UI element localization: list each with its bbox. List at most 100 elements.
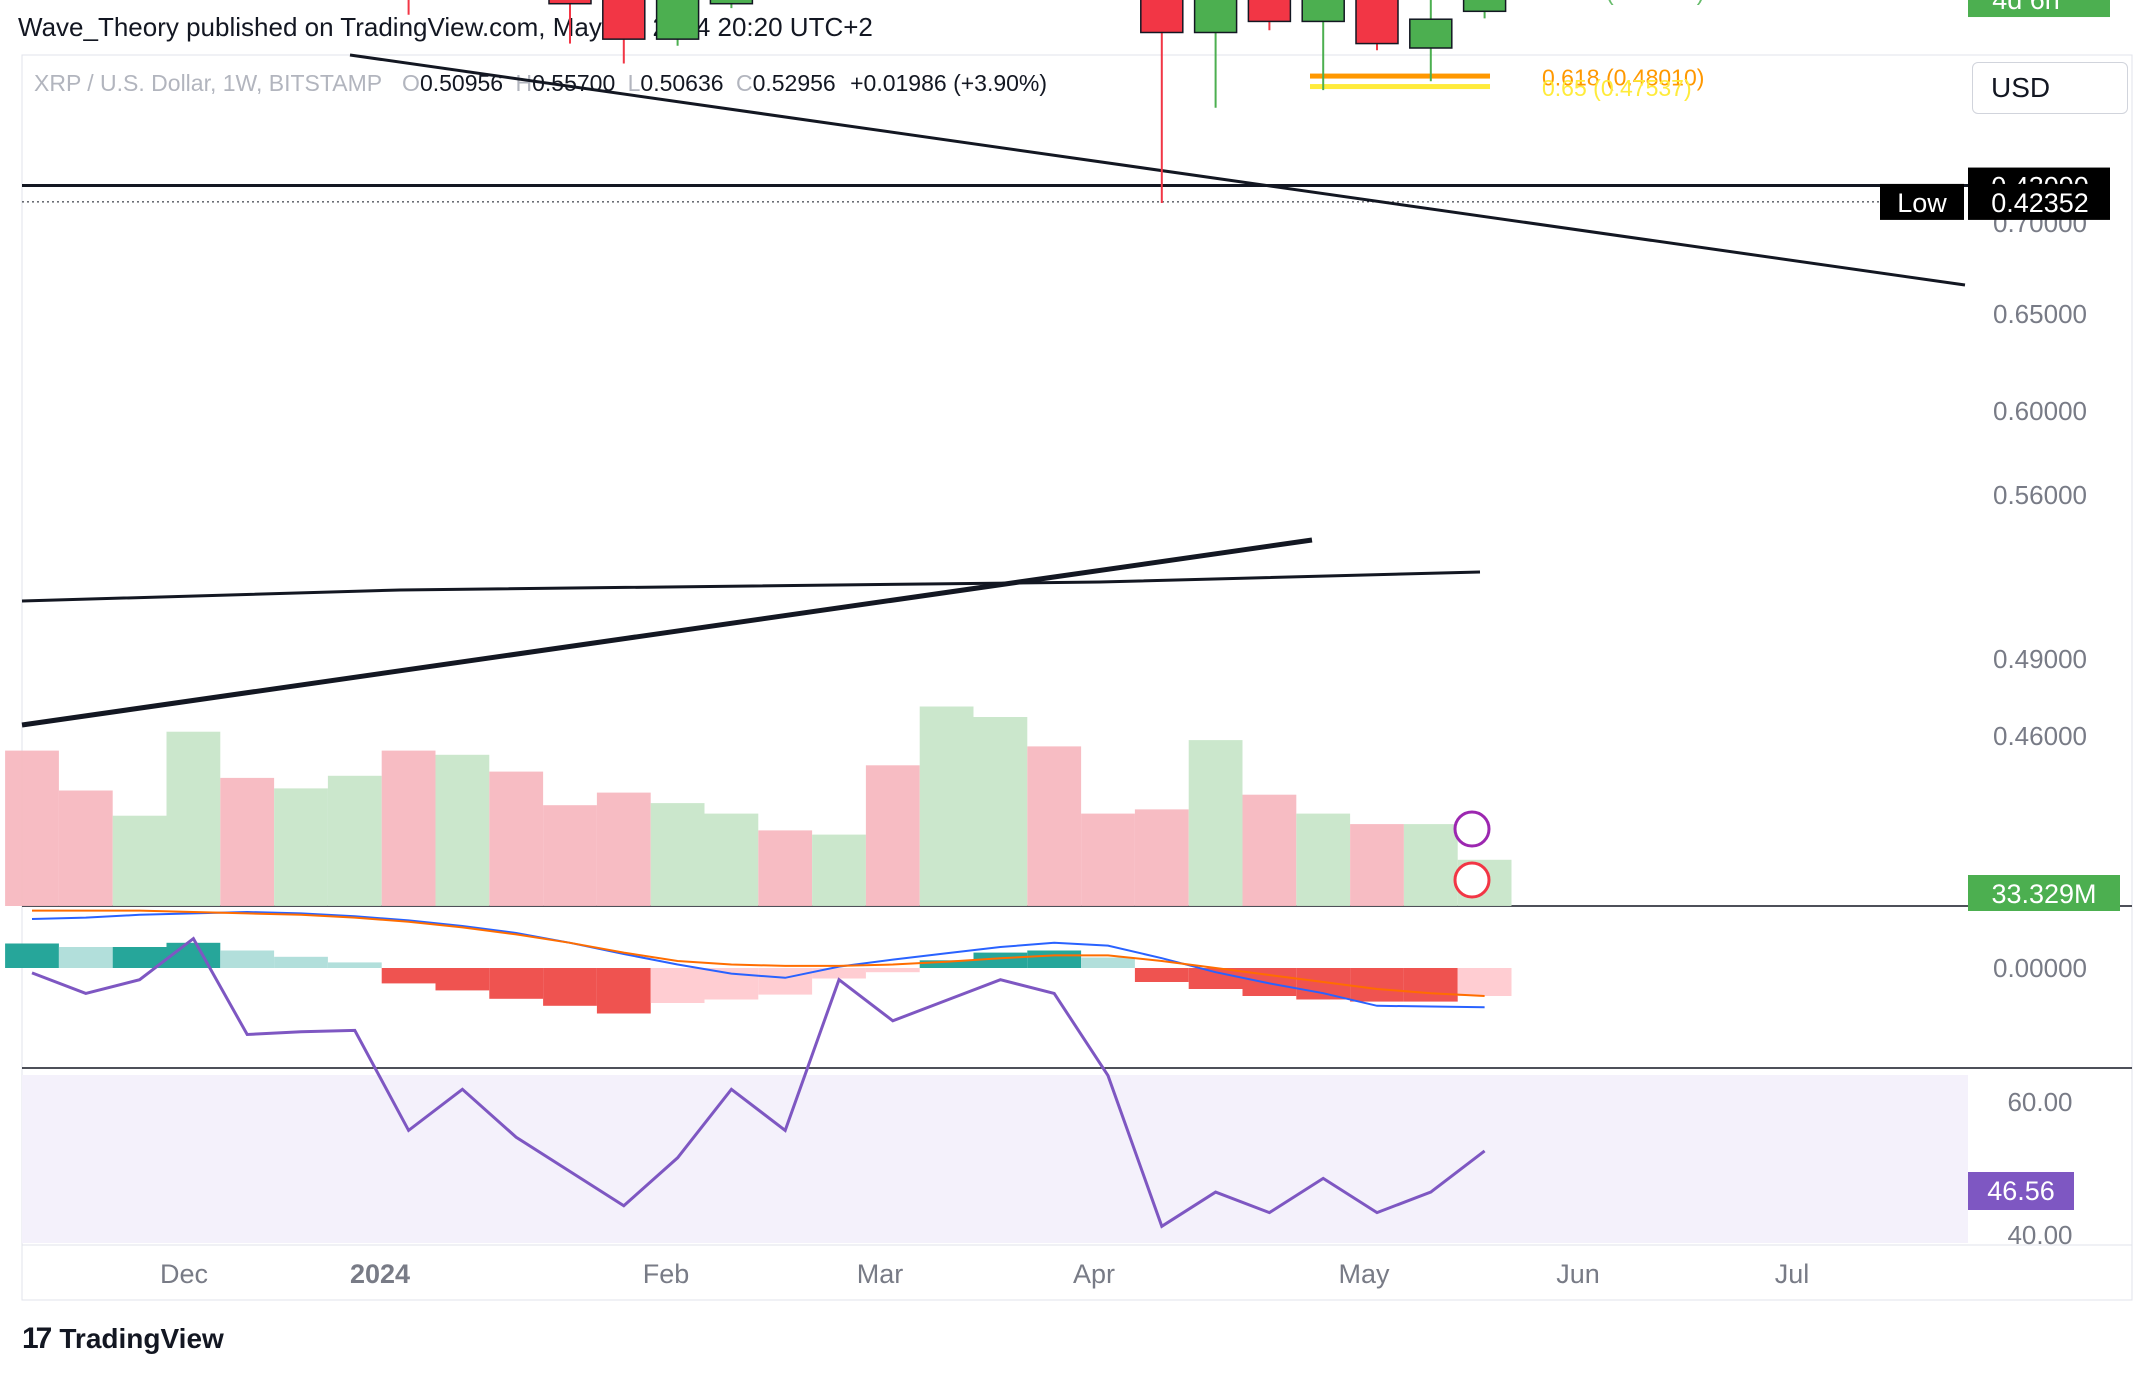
x-tick-label: Jul [1775,1259,1810,1289]
ascending-trendline [21,537,1313,728]
price-label-countdown: 4d 6h [1992,0,2060,15]
volume-bar [1403,824,1458,906]
close-value: 0.52956 [752,70,836,96]
volume-bar [596,792,651,906]
macd-histogram-bar [812,968,866,979]
price-label-text: 0.42352 [1991,188,2089,218]
fib-bar [1310,73,1490,79]
macd-histogram-bar [166,942,221,968]
high-label: H [515,70,533,96]
y-tick-label: 40.00 [2007,1220,2072,1250]
x-tick-label: 2024 [350,1259,410,1289]
volume-bar [758,830,813,906]
x-tick-label: Jun [1556,1259,1600,1289]
x-tick-label: Dec [160,1259,208,1289]
fib-label: 0.65 (0.47537) [1542,75,1692,101]
symbol-bar: XRP / U.S. Dollar, 1W, BITSTAMP O0.50956… [34,70,1047,97]
volume-bar [1134,809,1189,906]
volume-bar [919,706,974,906]
volume-bar [704,813,759,906]
rsi-label-text: 46.56 [1987,1176,2055,1206]
macd-histogram-bar [220,950,275,968]
open-label: O [402,70,420,96]
volume-bar [865,765,920,906]
macd-histogram-bar [973,952,1028,968]
price-label-box [1968,0,2110,18]
volume-bar [58,790,113,906]
volume-bar [435,754,490,906]
candle-body [709,0,754,5]
candle-body [1193,0,1238,34]
low-label: L [627,70,641,96]
price-label-box [1968,183,2110,220]
volume-bar [5,750,59,906]
currency-button[interactable]: USD [1972,62,2128,114]
macd-histogram-bar [1081,957,1135,968]
volume-bar [1027,746,1082,906]
y-tick-label: 0.00000 [1993,953,2087,983]
x-tick-label: Mar [857,1259,904,1289]
macd-histogram-bar [1350,968,1404,1002]
descending-trendline [349,53,1966,287]
volume-bar [166,731,221,906]
macd-histogram-bar [758,968,813,995]
rsi-band [22,1075,1968,1243]
price-tag-box [1880,183,1964,220]
close-label: C [735,70,753,96]
volume-bar [1296,813,1351,906]
macd-line [31,910,1485,1009]
volume-bar [1242,794,1297,906]
rsi-line [31,936,1486,1229]
lightning-icon [1453,810,1491,848]
volume-bar [650,803,705,906]
volume-bar [220,777,275,906]
price-tag-text: Low [1897,188,1947,218]
candle-body [1301,0,1345,23]
ma-black-line [21,570,1481,603]
publisher-header: Wave_Theory published on TradingView.com… [18,12,873,42]
candle-body [1140,0,1184,34]
rsi-label-box [1968,1172,2074,1210]
macd-histogram-bar [1134,968,1189,982]
macd-histogram-bar [327,962,382,968]
volume-bar [489,771,544,906]
fib-label: 0.618 (0.48010) [1542,65,1704,91]
symbol-name: XRP / U.S. Dollar, 1W, BITSTAMP [34,70,382,96]
macd-histogram-bar [1457,968,1512,996]
volume-bar [274,788,328,906]
volume-bar [1350,824,1404,906]
macd-histogram-bar [919,960,974,968]
volume-label-box [1968,875,2120,911]
y-tick-label: 0.60000 [1993,396,2087,426]
candle-body [548,0,592,5]
y-tick-label: 0.49000 [1993,644,2087,674]
signal-line [32,909,1485,997]
macd-histogram-bar [489,968,544,999]
macd-histogram-bar [58,947,113,968]
x-tick-label: Apr [1073,1259,1115,1289]
macd-histogram-bar [5,943,59,968]
y-tick-label: 0.46000 [1993,721,2087,751]
y-tick-label: 0.56000 [1993,480,2087,510]
volume-bar [327,775,382,906]
y-tick-label: 0.65000 [1993,299,2087,329]
candle-body [1355,0,1399,45]
macd-histogram-bar [596,968,651,1014]
low-value: 0.50636 [640,70,724,96]
volume-bar [973,717,1028,906]
macd-histogram-bar [1027,950,1082,968]
us-flag-icon [1453,861,1491,899]
candle-body [655,0,700,40]
fib-label: 0.382 (0.51872) [1542,0,1704,5]
volume-label-text: 33.329M [1991,879,2096,909]
candle-body [1409,18,1453,49]
tradingview-logo-icon: 17 [22,1322,52,1355]
macd-histogram-bar [381,968,436,984]
y-tick-label: 60.00 [2007,1087,2072,1117]
tradingview-brand: TradingView [59,1323,224,1354]
change-value: +0.01986 (+3.90%) [850,70,1048,96]
candle-body [1247,0,1292,23]
macd-histogram-bar [1403,968,1458,1002]
macd-histogram-bar [435,968,490,991]
